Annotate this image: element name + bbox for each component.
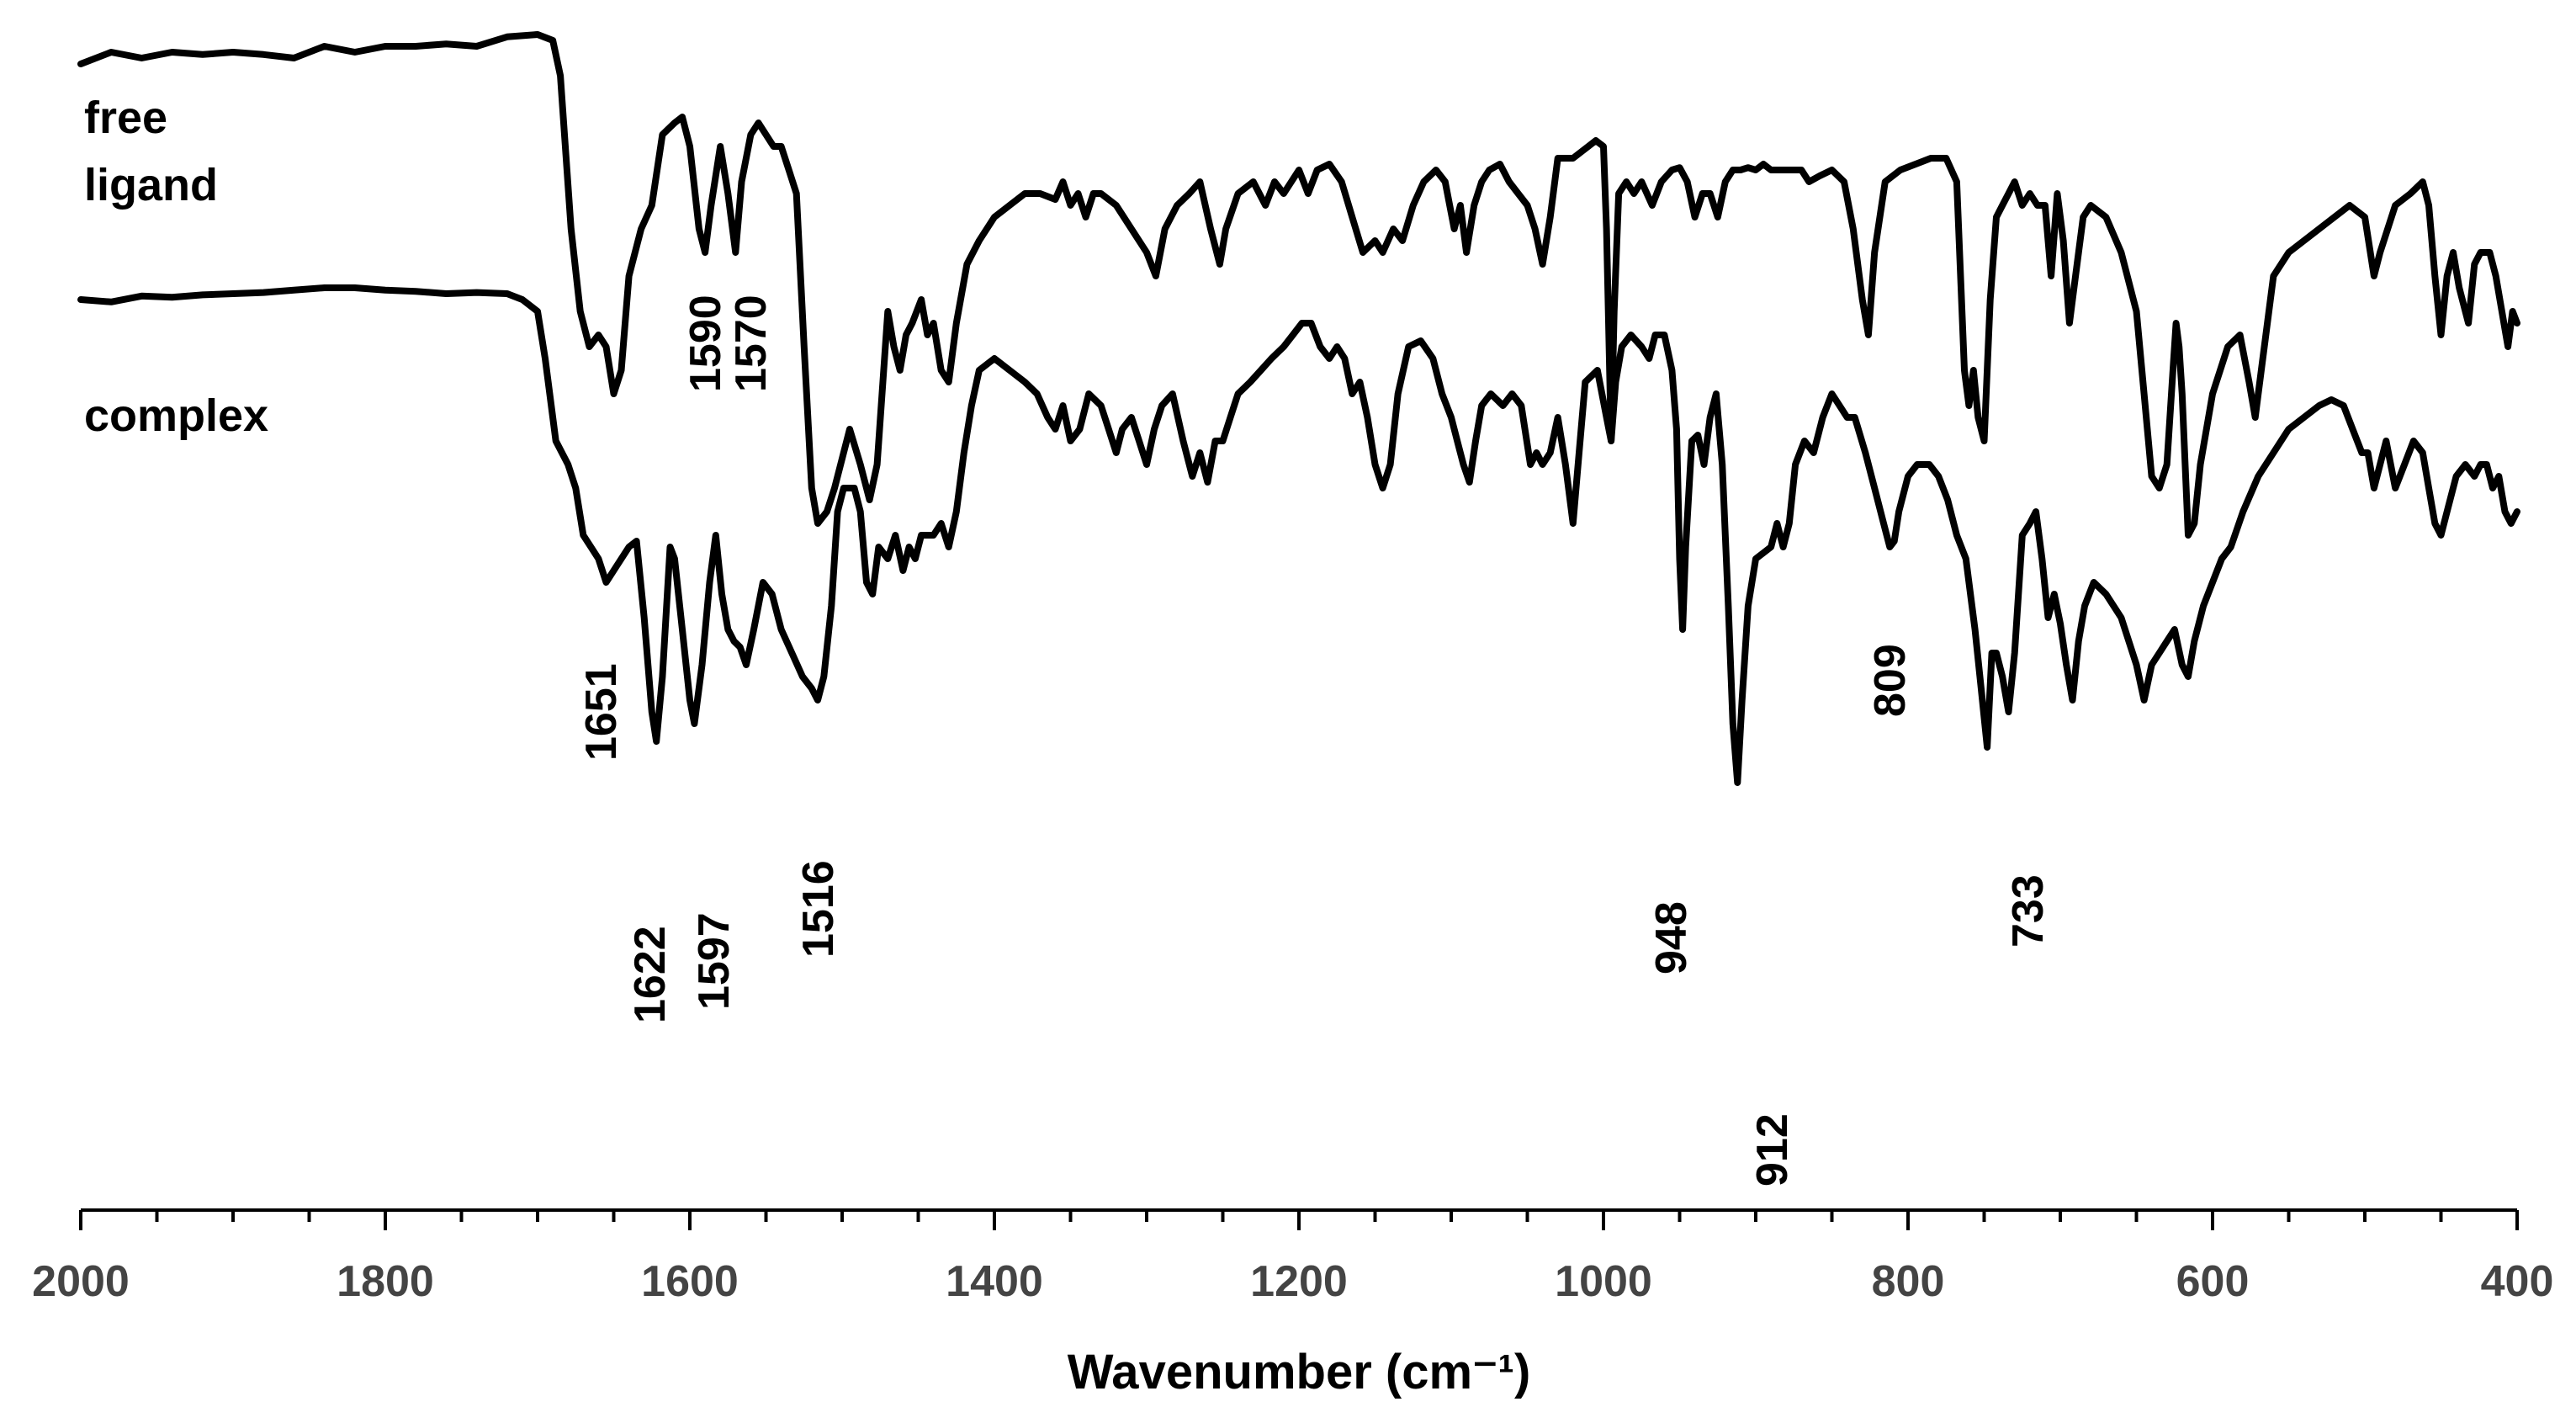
free-ligand-spectrum-line <box>77 31 2520 539</box>
peak-label-912: 912 <box>1748 1113 1797 1187</box>
x-tick-label-600: 600 <box>2176 1257 2250 1306</box>
peak-label-1651: 1651 <box>577 663 626 761</box>
peak-label-809: 809 <box>1866 644 1915 717</box>
peak-label-1516: 1516 <box>794 860 843 958</box>
x-tick-label-1400: 1400 <box>946 1257 1043 1306</box>
complex-spectrum-line <box>77 284 2520 786</box>
x-tick-label-400: 400 <box>2481 1257 2554 1306</box>
peak-label-1590: 1590 <box>681 295 730 392</box>
x-axis-title: Wavenumber (cm⁻¹) <box>1068 1345 1531 1399</box>
x-tick-label-1000: 1000 <box>1555 1257 1652 1306</box>
x-tick-label-1800: 1800 <box>337 1257 434 1306</box>
peak-label-948: 948 <box>1647 901 1696 974</box>
x-axis-ticks <box>79 1210 2519 1230</box>
x-tick-label-800: 800 <box>1872 1257 1945 1306</box>
x-tick-label-1600: 1600 <box>641 1257 739 1306</box>
peak-label-1622: 1622 <box>626 926 675 1023</box>
series-label-ligand: ligand <box>84 160 218 210</box>
x-tick-label-2000: 2000 <box>32 1257 130 1306</box>
x-axis-tick-labels: 2000 1800 1600 1400 1200 1000 800 600 40… <box>32 1257 2553 1306</box>
series-label-complex: complex <box>84 390 268 441</box>
x-tick-label-1200: 1200 <box>1250 1257 1348 1306</box>
peak-label-733: 733 <box>2004 874 2053 948</box>
series-label-free: free <box>84 93 167 143</box>
peak-label-1597: 1597 <box>690 912 739 1010</box>
peak-label-1570: 1570 <box>727 295 776 392</box>
